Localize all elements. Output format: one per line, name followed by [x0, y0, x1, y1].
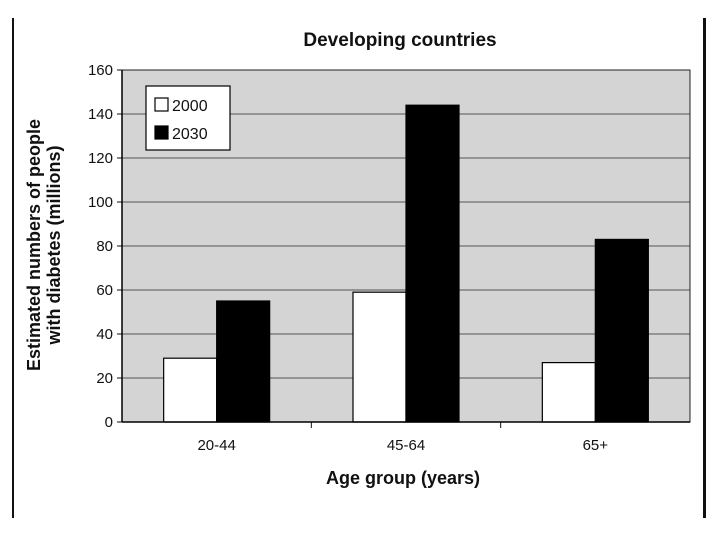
legend: 2000 2030: [145, 85, 231, 151]
y-tick-label: 20: [96, 370, 113, 387]
y-tick-label: 160: [88, 62, 113, 79]
y-tick-label: 80: [96, 238, 113, 255]
chart-title: Developing countries: [303, 30, 496, 51]
bar-2000-20-44: [163, 357, 218, 423]
legend-label-2000: 2000: [172, 98, 208, 115]
y-tick-label: 0: [105, 414, 113, 431]
bar-2030-20-44: [216, 300, 271, 423]
x-axis-label: Age group (years): [326, 468, 480, 488]
x-tick-label: 65+: [583, 437, 609, 454]
bar-2030-45-64: [405, 104, 460, 423]
y-axis-label-line-1: Estimated numbers of people: [24, 119, 44, 371]
legend-swatch-2030: [154, 125, 169, 140]
bar-2030-65+: [594, 238, 649, 423]
y-axis-label-line-2: with diabetes (millions): [44, 145, 64, 345]
right-border-line: [703, 18, 706, 518]
x-tick-label: 20-44: [197, 437, 235, 454]
left-border-line: [12, 18, 14, 518]
legend-swatch-2000: [154, 97, 169, 112]
bar-2000-65+: [541, 362, 596, 423]
y-tick-label: 40: [96, 326, 113, 343]
y-tick-label: 100: [88, 194, 113, 211]
y-tick-label: 60: [96, 282, 113, 299]
y-tick-label: 140: [88, 106, 113, 123]
x-tick-label: 45-64: [387, 437, 425, 454]
legend-label-2030: 2030: [172, 126, 208, 143]
bar-2000-45-64: [352, 291, 407, 423]
y-axis-label: Estimated numbers of people with diabete…: [24, 119, 64, 371]
y-tick-label: 120: [88, 150, 113, 167]
